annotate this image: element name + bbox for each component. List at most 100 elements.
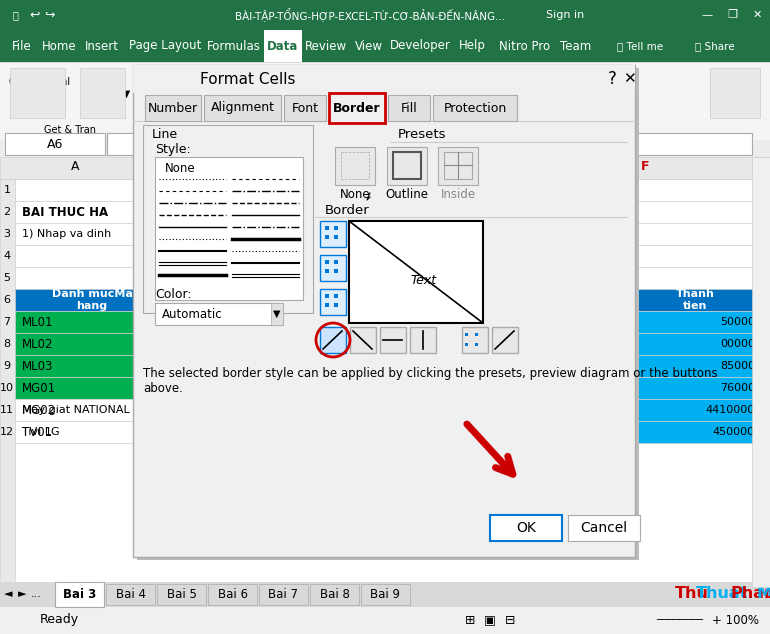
Text: 500000: 500000 (720, 317, 762, 327)
Bar (0, 30, 770, 62)
Bar (620, 421, 770, 443)
Text: Presets: Presets (398, 127, 447, 141)
Bar (440, 333, 540, 355)
Text: Get External
Data ▼: Get External Data ▼ (9, 77, 71, 99)
Text: Ready: Ready (40, 614, 79, 626)
Bar (710, 68, 760, 118)
Bar (462, 327, 488, 353)
Text: Fill: Fill (400, 101, 417, 115)
Bar (325, 421, 440, 443)
Bar (0, 179, 15, 609)
Text: 10: 10 (0, 383, 14, 393)
Bar (205, 289, 325, 311)
Bar (620, 267, 770, 289)
Bar (490, 515, 562, 541)
Bar (540, 421, 620, 443)
Bar (325, 235, 329, 239)
Text: New
Query ▼: New Query ▼ (90, 77, 130, 99)
Bar (620, 223, 770, 245)
Text: Developer: Developer (390, 39, 451, 53)
Text: + 100%: + 100% (711, 614, 758, 626)
Text: 9: 9 (373, 405, 380, 415)
Bar (444, 152, 472, 179)
Bar (271, 303, 283, 325)
Bar (620, 311, 770, 333)
Bar (540, 377, 620, 399)
Bar (15, 377, 205, 399)
Bar (325, 355, 440, 377)
Bar (0, 607, 770, 634)
Text: 8: 8 (3, 339, 11, 349)
Text: Outline: Outline (386, 188, 428, 202)
Text: ❒: ❒ (727, 10, 737, 20)
Text: The selected border style can be applied by clicking the presets, preview diagra: The selected border style can be applied… (143, 367, 718, 395)
Text: OK: OK (516, 521, 536, 535)
Bar (334, 303, 338, 307)
Bar (325, 294, 329, 298)
Bar (620, 179, 770, 201)
Text: Bai 8: Bai 8 (320, 588, 350, 600)
Bar (15, 355, 205, 377)
Text: Font: Font (292, 101, 319, 115)
Bar (15, 201, 205, 223)
Text: ►: ► (18, 589, 26, 599)
Bar (205, 355, 325, 377)
Bar (80, 68, 125, 118)
Bar (325, 223, 440, 245)
Text: None: None (165, 162, 196, 176)
Text: None: None (340, 188, 370, 202)
Text: 3: 3 (4, 229, 11, 239)
Bar (15, 179, 205, 201)
Text: Bai 5: Bai 5 (166, 588, 196, 600)
Text: ◄: ◄ (4, 589, 12, 599)
Text: Border: Border (325, 204, 370, 216)
Bar (568, 515, 640, 541)
Bar (205, 267, 325, 289)
Bar (465, 333, 468, 336)
Bar (204, 95, 281, 121)
Bar (143, 125, 313, 313)
Text: A: A (71, 160, 79, 174)
Bar (15, 223, 205, 245)
Text: ↩: ↩ (30, 8, 40, 22)
Text: Bai 3: Bai 3 (63, 588, 96, 600)
Bar (10, 68, 65, 118)
Text: Protection: Protection (444, 101, 507, 115)
Text: Nitro Pro: Nitro Pro (498, 39, 550, 53)
Bar (325, 333, 440, 355)
Text: 000000: 000000 (720, 339, 762, 349)
Bar (325, 311, 440, 333)
Text: 12: 12 (0, 427, 14, 437)
Text: Bai 9: Bai 9 (370, 588, 400, 600)
Bar (329, 93, 385, 123)
Text: ML02: ML02 (22, 337, 53, 351)
Bar (540, 179, 620, 201)
Text: 9: 9 (3, 361, 11, 371)
Text: File: File (12, 39, 32, 53)
Bar (540, 355, 620, 377)
Bar (440, 377, 540, 399)
Bar (440, 245, 540, 267)
Text: ▣: ▣ (484, 614, 496, 626)
Bar (620, 333, 770, 355)
Text: MG01: MG01 (22, 382, 56, 394)
Bar (695, 0, 719, 30)
Text: Formulas: Formulas (207, 39, 261, 53)
Text: Bai 4: Bai 4 (116, 588, 146, 600)
Bar (440, 355, 540, 377)
Bar (155, 157, 303, 300)
Bar (540, 333, 620, 355)
Bar (440, 267, 540, 289)
Bar (540, 399, 620, 421)
Text: Inside: Inside (440, 188, 476, 202)
Text: ...: ... (31, 589, 42, 599)
Bar (325, 245, 440, 267)
Text: Bai 7: Bai 7 (269, 588, 299, 600)
Bar (393, 152, 421, 179)
Text: ────────: ──────── (657, 615, 704, 625)
Bar (107, 133, 752, 155)
Text: ML01: ML01 (22, 316, 53, 328)
Bar (620, 289, 770, 311)
Text: 5: 5 (4, 273, 11, 283)
Bar (137, 68, 639, 560)
